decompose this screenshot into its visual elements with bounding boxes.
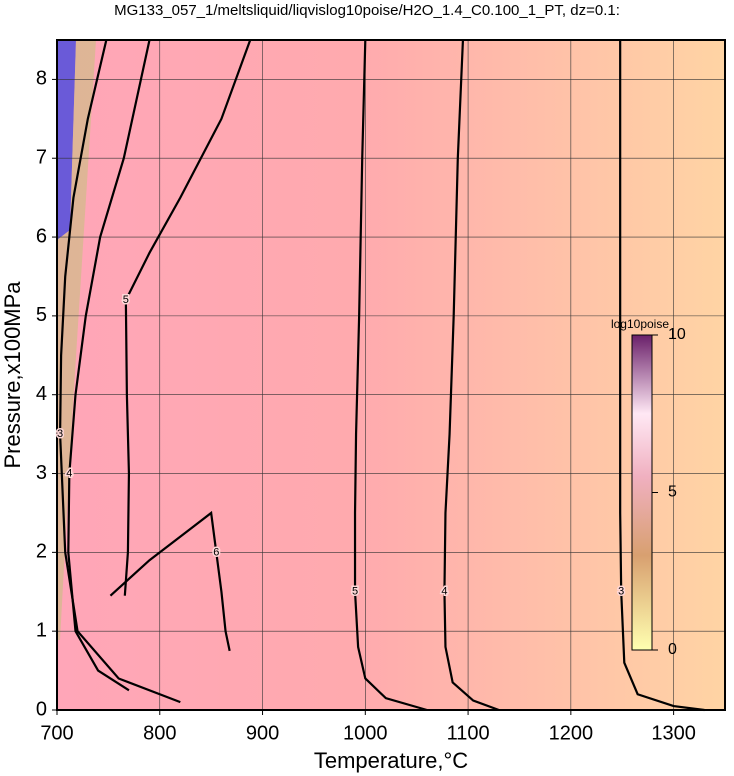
x-tick-label: 1100 — [447, 722, 490, 744]
colorbar-tick-label: 5 — [668, 484, 677, 501]
contour-label: 3 — [618, 586, 624, 598]
y-tick-label: 4 — [36, 383, 47, 405]
x-tick-label: 800 — [143, 722, 176, 744]
contour-line — [123, 39, 252, 596]
steep-region — [57, 40, 96, 640]
contours — [58, 39, 705, 712]
high-viscosity-band — [57, 40, 76, 240]
x-tick-label: 1300 — [651, 722, 696, 744]
contour-label: 6 — [213, 546, 219, 558]
contour-line — [353, 39, 428, 712]
x-tick-label: 700 — [40, 722, 73, 744]
contour-label: 3 — [57, 428, 63, 440]
contour-line — [443, 39, 500, 712]
x-tick-label: 1000 — [343, 722, 388, 744]
y-axis-label: Pressure,x100MPa — [0, 281, 25, 469]
contour-line — [58, 39, 181, 704]
y-tick-label: 7 — [36, 147, 47, 169]
contour-label: 4 — [441, 586, 447, 598]
y-tick-label: 5 — [36, 304, 47, 326]
y-tick-label: 8 — [36, 68, 47, 90]
y-tick-label: 2 — [36, 541, 47, 563]
x-axis-label: Temperature,°C — [314, 748, 468, 773]
contour-label: 5 — [123, 294, 129, 306]
colorbar-label: log10poise — [611, 317, 669, 331]
contour-line — [109, 510, 231, 652]
y-tick-label: 1 — [36, 619, 47, 641]
y-tick-label: 6 — [36, 225, 47, 247]
x-tick-label: 900 — [246, 722, 279, 744]
plot-frame — [56, 39, 726, 711]
y-tick-label: 0 — [36, 698, 47, 720]
colorbar-tick-label: 10 — [668, 326, 686, 343]
contour-label: 4 — [66, 467, 72, 479]
colorbar-tick-label: 0 — [668, 641, 677, 658]
chart-title: MG133_057_1/meltsliquid/liqvislog10poise… — [114, 2, 620, 19]
y-tick-label: 3 — [36, 462, 47, 484]
colorbar — [631, 334, 653, 651]
contour-line — [619, 40, 705, 712]
contour-label: 5 — [352, 586, 358, 598]
plot-background — [57, 40, 725, 710]
x-tick-label: 1200 — [549, 722, 594, 744]
contour-line — [67, 39, 151, 692]
